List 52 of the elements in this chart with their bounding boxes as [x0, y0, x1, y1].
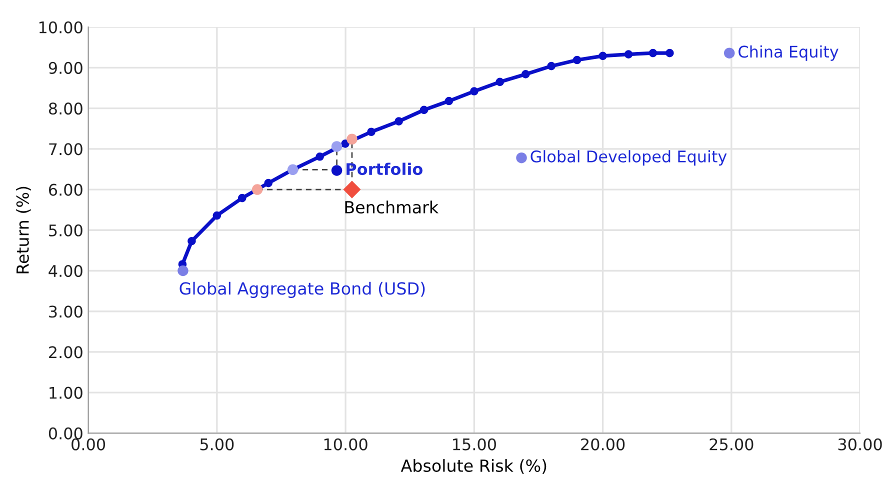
y-tick-label: 0.00	[48, 427, 82, 440]
point	[394, 117, 403, 126]
point	[367, 128, 376, 136]
point	[724, 48, 735, 58]
y-tick-label: 9.00	[48, 62, 82, 74]
point	[496, 78, 504, 86]
point	[331, 165, 342, 176]
y-tick-label: 4.00	[48, 264, 82, 278]
point	[666, 48, 674, 58]
point	[420, 106, 428, 114]
point	[346, 134, 358, 145]
point	[444, 96, 454, 106]
series-label: China Equity	[738, 45, 838, 61]
x-tick-label: 20.00	[581, 438, 625, 450]
point	[252, 184, 263, 195]
point	[212, 211, 222, 220]
point	[521, 70, 530, 78]
y-tick-label: 3.00	[49, 306, 82, 318]
point	[648, 48, 658, 58]
point	[341, 139, 350, 148]
point	[188, 236, 196, 246]
x-axis-title: Absolute Risk (%)	[400, 459, 546, 474]
x-tick-label: 10.00	[324, 438, 368, 450]
y-tick-label: 10.00	[39, 21, 82, 34]
x-tick-label: 5.00	[200, 438, 234, 450]
point	[343, 180, 361, 198]
x-tick-label: 0.00	[72, 438, 106, 450]
point	[316, 152, 324, 161]
point	[331, 141, 342, 152]
point	[178, 265, 188, 276]
series-label: Portfolio	[346, 162, 422, 176]
point	[470, 87, 478, 96]
point	[264, 178, 273, 188]
point	[516, 152, 527, 164]
point	[547, 62, 556, 70]
y-tick-label: 8.00	[48, 102, 82, 115]
x-tick-label: 30.00	[838, 438, 882, 450]
y-tick-label: 5.00	[49, 224, 82, 236]
series-label: Global Developed Equity	[530, 150, 727, 166]
point	[238, 194, 246, 202]
y-axis-title: Return (%)	[16, 186, 31, 274]
y-tick-label: 2.00	[49, 346, 82, 358]
point	[572, 56, 582, 64]
y-tick-label: 1.00	[50, 386, 82, 399]
series-label: Global Aggregate Bond (USD)	[180, 282, 425, 298]
series-label: Benchmark	[345, 200, 439, 214]
x-tick-label: 15.00	[453, 438, 496, 450]
x-tick-label: 25.00	[710, 438, 754, 450]
point	[624, 50, 633, 58]
y-tick-label: 6.00	[48, 184, 82, 196]
point	[598, 52, 607, 60]
y-tick-label: 7.00	[49, 143, 82, 156]
